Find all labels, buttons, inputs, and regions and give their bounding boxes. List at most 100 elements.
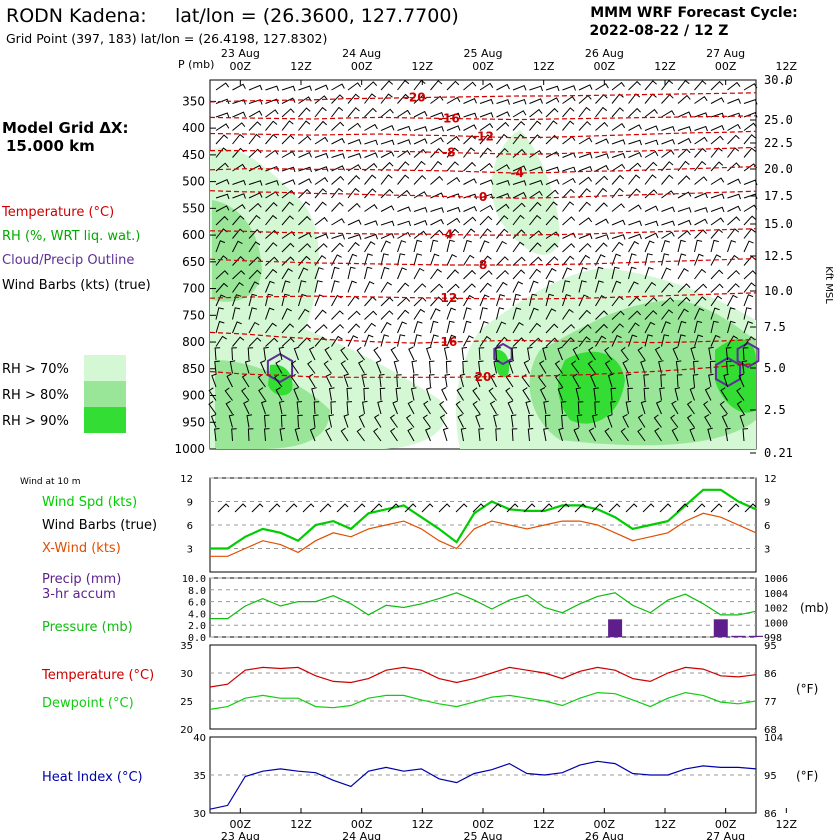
wind-barb <box>694 239 703 253</box>
temp-panel-frame <box>209 644 757 730</box>
wind-barb <box>562 323 575 334</box>
wind-barb <box>677 308 689 320</box>
wind-barb <box>578 280 587 293</box>
wind-barb <box>265 201 278 212</box>
wind-barb <box>578 309 591 320</box>
wind-barb <box>314 243 328 253</box>
top-date-label-3: 26 Aug <box>585 47 624 60</box>
wind-barb <box>215 215 229 226</box>
wind-barb <box>736 387 745 401</box>
grid-point-label: Grid Point (397, 183) lat/lon = (26.4198… <box>6 31 327 46</box>
wind-barb <box>545 97 560 104</box>
wind-barb <box>413 206 428 213</box>
wind-barb <box>607 414 613 428</box>
wind-barb <box>710 307 720 320</box>
wind-barb <box>346 401 353 415</box>
wind-barb <box>611 123 626 131</box>
top-date-label-1: 24 Aug <box>342 47 381 60</box>
wind10m-title: Wind at 10 m <box>20 477 80 487</box>
wind-barb <box>661 149 675 158</box>
wind-barb <box>231 347 237 361</box>
wind-barb <box>493 414 499 428</box>
wind-barb <box>248 256 262 266</box>
wind-barb <box>677 239 686 253</box>
wind-barb <box>380 174 393 185</box>
surface-wind-barb <box>268 503 281 513</box>
wind-barb <box>595 164 609 172</box>
wind-barb <box>694 136 708 145</box>
isotherm-label--8: -8 <box>442 146 455 160</box>
wind-barb <box>407 427 415 442</box>
wind-barb <box>525 400 531 415</box>
wind-barb <box>607 373 614 388</box>
wind-barb <box>709 360 716 374</box>
wind-barb <box>331 323 344 334</box>
temperature-line <box>209 666 757 688</box>
wind-barb <box>479 147 492 158</box>
wind-barb <box>628 322 640 334</box>
wind-barb <box>704 387 712 401</box>
wind-barb <box>413 191 428 199</box>
wind-barb <box>430 125 444 132</box>
wind-barb <box>248 281 260 293</box>
wind-barb <box>413 148 427 158</box>
wind-barb <box>529 280 539 293</box>
wind-barb <box>611 163 626 172</box>
wind-barb <box>710 239 719 253</box>
bottom-hour-label-5: 12Z <box>533 818 555 831</box>
wind-barb <box>257 373 266 388</box>
wind-barb <box>364 107 377 118</box>
wind-barb <box>248 202 262 212</box>
wind-barb <box>640 400 647 415</box>
wind-barb <box>529 242 542 253</box>
wind-barb <box>248 307 258 320</box>
wind-barb <box>562 107 575 118</box>
wind-barb <box>479 179 494 185</box>
wind-barb <box>720 387 728 401</box>
legend-cloud: Cloud/Precip Outline <box>2 253 134 268</box>
wind-barb <box>413 219 428 226</box>
wind-barb <box>710 254 722 266</box>
legend-windbarbs: Wind Barbs (true) <box>42 518 157 533</box>
precip-tick-5: 0.0 <box>188 633 206 644</box>
wind-barb <box>258 387 266 401</box>
wind-barb <box>331 83 345 91</box>
wind-barb <box>281 256 295 266</box>
height-tick-label-5: 15.0 <box>764 217 793 231</box>
wind-barb <box>430 175 444 185</box>
wind-barb <box>313 414 319 428</box>
isotherm-label--12: -12 <box>472 130 494 144</box>
wind-barb <box>562 293 572 307</box>
wind-barb <box>463 206 477 212</box>
pressure-tick-label-1: 400 <box>182 121 205 135</box>
wind-barb <box>324 346 332 361</box>
wind-barb <box>644 266 654 280</box>
surface-wind-barb <box>608 503 621 513</box>
wind-barb <box>331 165 345 172</box>
wind-barb <box>512 269 526 280</box>
wind-barb <box>281 201 294 212</box>
bottom-hour-label-9: 12Z <box>776 818 798 831</box>
bottom-hour-label-8: 00Z <box>715 818 737 831</box>
wind-barb <box>263 346 269 361</box>
wind-barb <box>743 240 754 253</box>
pressure-tick-label-2: 450 <box>182 148 205 162</box>
wind-barb <box>588 346 596 361</box>
wind-barb <box>397 161 410 172</box>
wind-barb <box>248 214 261 226</box>
wind-right-tick-0: 12 <box>764 474 777 485</box>
legend-xwind: X-Wind (kts) <box>42 541 121 556</box>
wind-barb <box>413 110 428 118</box>
wind-barb <box>248 99 263 105</box>
wind-barb <box>364 233 378 240</box>
wind-barb <box>347 310 361 320</box>
surface-wind-barb <box>523 503 536 513</box>
wind-barb <box>611 323 624 334</box>
wind-barb <box>314 95 328 104</box>
legend-rh90: RH > 90% <box>2 414 69 429</box>
wind-barb <box>710 320 719 334</box>
bottom-hour-label-3: 12Z <box>412 818 434 831</box>
wind-barb <box>677 126 692 132</box>
wind-barb <box>347 82 362 91</box>
precip-bar-23 <box>608 619 623 637</box>
